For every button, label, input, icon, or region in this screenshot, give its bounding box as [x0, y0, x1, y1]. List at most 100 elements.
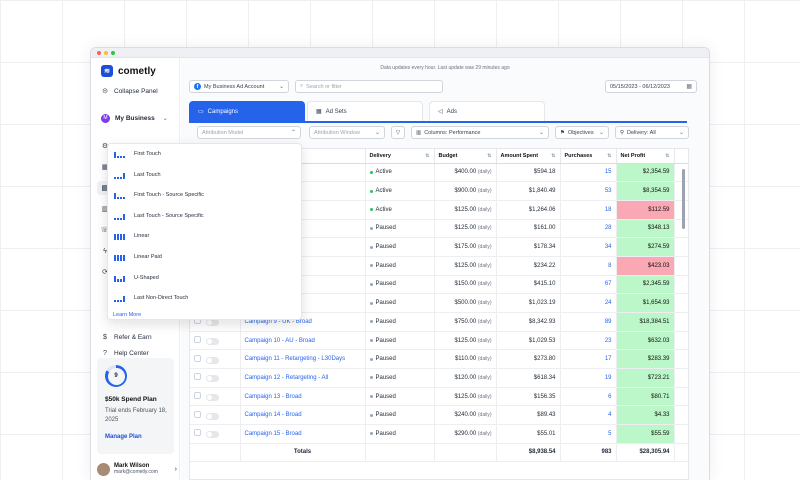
user-menu[interactable]: Mark Wilson mark@cometly.com ›	[97, 458, 177, 480]
table-scrollbar[interactable]	[682, 169, 685, 229]
attribution-window-select[interactable]: Attribution Window ⌄	[309, 126, 385, 139]
purchases-cell[interactable]: 4	[560, 405, 617, 426]
attribution-model-select[interactable]: Attribution Model ⌃	[197, 126, 301, 139]
attribution-option[interactable]: Last Touch - Source Specific	[114, 209, 204, 223]
campaign-name[interactable]: Campaign 14 - Broad	[240, 405, 366, 426]
row-toggle[interactable]	[206, 375, 219, 383]
attribution-option[interactable]: Linear Paid	[114, 250, 162, 264]
budget-header[interactable]: Budget ⇅	[434, 149, 497, 164]
business-selector[interactable]: M My Business ⌄	[97, 111, 174, 125]
budget-period: (daily)	[477, 393, 492, 400]
row-toggle[interactable]	[206, 337, 219, 345]
row-checkbox[interactable]	[194, 336, 201, 344]
purchases-header-label: Purchases	[564, 152, 593, 159]
attribution-option[interactable]: Last Touch	[114, 168, 161, 182]
chevron-down-icon: ⌄	[598, 130, 604, 136]
delivery-label: Delivery: All	[627, 129, 656, 136]
net-profit-cell: $723.21	[616, 368, 675, 388]
purchases-cell[interactable]: 67	[560, 275, 617, 295]
table-row[interactable]: Campaign 14 - Broad Paused $240.00 (daily)…	[190, 405, 688, 426]
attribution-option-label: Linear Paid	[134, 254, 162, 260]
search-input[interactable]: ⌕ Search or filter	[295, 80, 443, 93]
row-checkbox[interactable]	[194, 373, 201, 381]
attribution-option[interactable]: U-Shaped	[114, 271, 159, 285]
row-toggle[interactable]	[206, 356, 219, 364]
status-dot-icon	[369, 357, 373, 361]
logo[interactable]: ≋ cometly	[101, 65, 156, 77]
tab-ad-sets[interactable]: ▦ Ad Sets	[307, 101, 423, 121]
sidebar-item-help-center[interactable]: ? Help Center	[97, 346, 174, 360]
purchases-header[interactable]: Purchases ⇅	[560, 149, 617, 164]
delivery-select[interactable]: ⚲ Delivery: All ⌄	[615, 126, 689, 139]
learn-more-link[interactable]: Learn More	[113, 312, 142, 318]
row-checkbox[interactable]	[194, 410, 201, 418]
attribution-option[interactable]: Last Non-Direct Touch	[114, 291, 188, 305]
ads-manager-icon: ▤	[101, 185, 109, 192]
objectives-select[interactable]: ⚑ Objectives ⌄	[555, 126, 609, 139]
row-toggle[interactable]	[206, 412, 219, 420]
amount-spent-header[interactable]: Amount Spent ⇅	[496, 149, 561, 164]
purchases-cell[interactable]: 23	[560, 331, 617, 351]
attribution-option[interactable]: Linear	[114, 229, 149, 243]
attribution-bars-icon	[114, 253, 128, 261]
purchases-cell[interactable]: 34	[560, 237, 617, 257]
ad-account-select[interactable]: f My Business Ad Account ⌄	[189, 80, 289, 93]
attribution-option[interactable]: First Touch - Source Specific	[114, 188, 204, 202]
columns-select[interactable]: ▥ Columns: Performance ⌄	[411, 126, 549, 139]
row-checkbox[interactable]	[194, 429, 201, 437]
sidebar-item-refer-earn[interactable]: $ Refer & Earn	[97, 330, 174, 344]
campaign-name[interactable]: Campaign 11 - Retargeting - L30Days	[240, 349, 366, 370]
campaign-name[interactable]: Campaign 10 - AU - Broad	[240, 331, 366, 351]
collapse-label: Collapse Panel	[114, 87, 158, 95]
plan-progress-ring: 9	[105, 365, 127, 387]
purchases-cell[interactable]: 53	[560, 181, 617, 201]
row-toggle[interactable]	[206, 394, 219, 402]
table-row[interactable]: Campaign 13 - Broad Paused $125.00 (daily)…	[190, 387, 688, 407]
table-row[interactable]: Campaign 11 - Retargeting - L30Days Pause…	[190, 349, 688, 370]
filter-button[interactable]: ▽	[391, 126, 405, 139]
row-checkbox[interactable]	[194, 354, 201, 362]
budget-value: $125.00	[454, 337, 477, 344]
purchases-cell[interactable]: 24	[560, 293, 617, 313]
purchases-cell[interactable]: 5	[560, 424, 617, 444]
campaign-name[interactable]: Campaign 15 - Broad	[240, 424, 366, 444]
tab-ads[interactable]: ◁ Ads	[429, 101, 545, 121]
delivery-header[interactable]: Delivery ⇅	[365, 149, 435, 164]
campaign-name[interactable]: Campaign 13 - Broad	[240, 387, 366, 407]
attribution-option[interactable]: First Touch	[114, 147, 161, 161]
minimize-dot[interactable]	[104, 51, 108, 55]
chevron-down-icon: ⌄	[678, 130, 684, 136]
collapse-panel-button[interactable]: ⊝ Collapse Panel	[97, 84, 174, 98]
columns-icon: ▥	[416, 129, 422, 136]
purchases-cell[interactable]: 19	[560, 368, 617, 388]
row-checkbox[interactable]	[194, 392, 201, 400]
table-row[interactable]: Campaign 12 - Retargeting - All Paused $12…	[190, 368, 688, 388]
net-profit-cell: $283.39	[616, 349, 675, 370]
table-row[interactable]: Campaign 10 - AU - Broad Paused $125.00 (d…	[190, 331, 688, 351]
purchases-cell[interactable]: 89	[560, 312, 617, 332]
table-row[interactable]: Campaign 15 - Broad Paused $290.00 (daily)…	[190, 424, 688, 444]
net-profit-header[interactable]: Net Profit ⇅	[616, 149, 675, 164]
row-toggle[interactable]	[206, 319, 219, 327]
row-toggle[interactable]	[206, 431, 219, 439]
tab-campaigns[interactable]: ▭ Campaigns	[189, 101, 305, 121]
budget-value: $125.00	[454, 206, 477, 213]
manage-plan-link[interactable]: Manage Plan	[105, 434, 142, 440]
maximize-dot[interactable]	[111, 51, 115, 55]
purchases-cell[interactable]: 8	[560, 256, 617, 276]
table-row[interactable]: Campaign 9 - UK - Broad Paused $750.00 (da…	[190, 312, 688, 332]
purchases-cell[interactable]: 17	[560, 349, 617, 370]
purchases-cell[interactable]: 18	[560, 200, 617, 220]
close-dot[interactable]	[97, 51, 101, 55]
plan-subtitle: Trial ends February 18, 2025	[105, 408, 167, 423]
purchases-cell[interactable]: 15	[560, 163, 617, 183]
campaign-name[interactable]: Campaign 12 - Retargeting - All	[240, 368, 366, 388]
amount-spent-cell: $55.01	[496, 424, 561, 444]
dashboard-icon: ▦	[101, 164, 109, 171]
purchases-cell[interactable]: 6	[560, 387, 617, 407]
delivery-status: Paused	[375, 356, 396, 363]
date-range-picker[interactable]: 05/15/2023 - 06/12/2023 ▦	[605, 80, 697, 93]
purchases-cell[interactable]: 28	[560, 219, 617, 239]
net-profit-cell: $8,354.59	[616, 181, 675, 201]
row-controls	[190, 349, 241, 370]
